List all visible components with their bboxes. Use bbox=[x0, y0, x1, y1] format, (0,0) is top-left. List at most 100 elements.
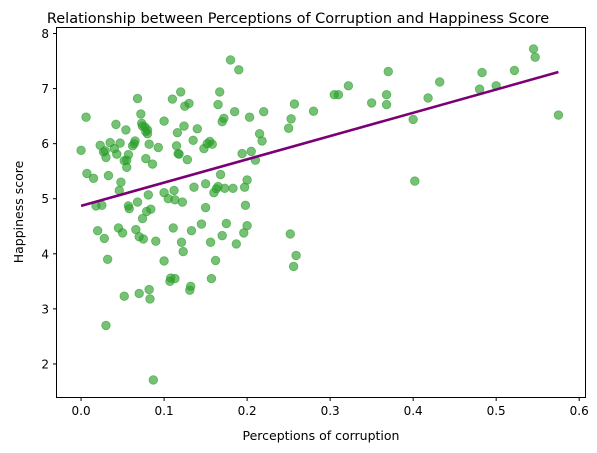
data-point-125 bbox=[257, 136, 267, 146]
data-point-52 bbox=[144, 139, 154, 149]
data-point-43 bbox=[137, 213, 148, 224]
y-tick-label: 2 bbox=[41, 357, 49, 371]
data-point-75 bbox=[175, 87, 186, 97]
data-point-7 bbox=[97, 200, 107, 211]
data-point-144 bbox=[435, 77, 445, 87]
data-point-92 bbox=[200, 179, 211, 189]
data-point-104 bbox=[215, 169, 226, 180]
data-point-79 bbox=[179, 121, 189, 131]
data-point-126 bbox=[259, 107, 269, 117]
data-point-53 bbox=[144, 284, 154, 295]
points-layer bbox=[76, 44, 564, 385]
data-point-9 bbox=[99, 233, 110, 244]
data-point-130 bbox=[288, 261, 299, 272]
y-axis-label: Happiness score bbox=[11, 160, 26, 263]
data-point-131 bbox=[289, 99, 300, 109]
data-point-148 bbox=[509, 65, 520, 76]
data-point-29 bbox=[123, 149, 134, 160]
data-point-108 bbox=[219, 183, 230, 193]
data-point-136 bbox=[343, 81, 354, 91]
y-tick-label: 7 bbox=[41, 82, 49, 96]
data-point-113 bbox=[231, 239, 242, 249]
data-point-56 bbox=[147, 159, 158, 169]
data-point-97 bbox=[207, 139, 217, 149]
data-point-62 bbox=[159, 256, 169, 266]
y-tick-label: 5 bbox=[41, 192, 49, 206]
trendline-layer bbox=[80, 70, 559, 208]
data-point-149 bbox=[528, 44, 539, 54]
data-point-140 bbox=[383, 66, 393, 77]
data-point-107 bbox=[219, 113, 229, 124]
data-point-151 bbox=[553, 110, 564, 120]
x-tick-label: 0.2 bbox=[238, 404, 257, 418]
x-axis-label: Perceptions of corruption bbox=[243, 428, 400, 443]
data-point-87 bbox=[189, 182, 199, 192]
data-point-121 bbox=[244, 112, 255, 122]
data-point-95 bbox=[205, 237, 216, 247]
data-point-2 bbox=[82, 168, 92, 179]
data-point-36 bbox=[132, 93, 143, 104]
data-point-119 bbox=[242, 175, 252, 185]
x-axis-ticks: 0.0 0.1 0.2 0.3 0.4 0.5 0.6 bbox=[72, 397, 589, 418]
data-point-91 bbox=[200, 202, 211, 213]
data-point-77 bbox=[177, 197, 188, 207]
data-point-40 bbox=[136, 109, 146, 119]
data-point-72 bbox=[172, 127, 183, 138]
data-point-141 bbox=[408, 114, 418, 125]
data-point-69 bbox=[170, 273, 180, 284]
data-point-71 bbox=[171, 141, 182, 151]
data-point-68 bbox=[169, 185, 179, 196]
data-point-99 bbox=[210, 255, 221, 266]
data-point-47 bbox=[141, 153, 151, 164]
data-point-24 bbox=[121, 125, 131, 135]
data-point-139 bbox=[381, 89, 392, 100]
data-point-135 bbox=[333, 89, 344, 100]
data-point-57 bbox=[148, 375, 159, 385]
data-point-18 bbox=[112, 149, 122, 159]
data-point-39 bbox=[134, 288, 144, 299]
data-point-13 bbox=[102, 254, 113, 265]
data-point-34 bbox=[130, 136, 140, 146]
data-point-78 bbox=[178, 246, 188, 257]
data-point-86 bbox=[188, 135, 198, 146]
data-point-127 bbox=[283, 123, 294, 133]
data-point-5 bbox=[92, 225, 103, 236]
data-point-128 bbox=[285, 229, 295, 239]
data-point-1 bbox=[81, 112, 91, 122]
data-point-101 bbox=[213, 99, 223, 110]
data-point-132 bbox=[291, 250, 301, 261]
data-point-44 bbox=[138, 234, 149, 244]
data-point-0 bbox=[76, 145, 86, 155]
data-point-17 bbox=[111, 119, 121, 130]
data-point-11 bbox=[101, 152, 111, 163]
data-point-115 bbox=[237, 148, 247, 159]
chart-title: Relationship between Perceptions of Corr… bbox=[47, 11, 549, 27]
y-tick-label: 8 bbox=[41, 27, 49, 41]
data-point-66 bbox=[167, 94, 178, 104]
data-point-22 bbox=[116, 177, 126, 187]
data-point-67 bbox=[168, 223, 178, 233]
data-point-59 bbox=[153, 142, 163, 153]
data-point-84 bbox=[185, 281, 196, 292]
data-point-143 bbox=[423, 93, 433, 103]
data-point-142 bbox=[410, 176, 420, 186]
data-point-106 bbox=[217, 230, 227, 241]
data-point-60 bbox=[159, 116, 169, 126]
x-tick-label: 0.5 bbox=[487, 404, 506, 418]
data-point-55 bbox=[146, 204, 156, 214]
x-tick-label: 0.6 bbox=[570, 404, 589, 418]
data-point-122 bbox=[246, 146, 256, 157]
data-point-76 bbox=[176, 237, 187, 247]
y-tick-label: 3 bbox=[41, 302, 49, 316]
data-point-37 bbox=[132, 197, 143, 207]
data-point-109 bbox=[221, 218, 232, 229]
x-tick-label: 0.1 bbox=[155, 404, 174, 418]
data-point-14 bbox=[103, 170, 114, 181]
plot-frame bbox=[56, 27, 586, 398]
data-point-120 bbox=[242, 221, 252, 231]
y-tick-label: 4 bbox=[41, 247, 49, 261]
x-tick-label: 0.4 bbox=[404, 404, 423, 418]
data-point-85 bbox=[186, 225, 197, 236]
data-point-82 bbox=[184, 98, 194, 109]
